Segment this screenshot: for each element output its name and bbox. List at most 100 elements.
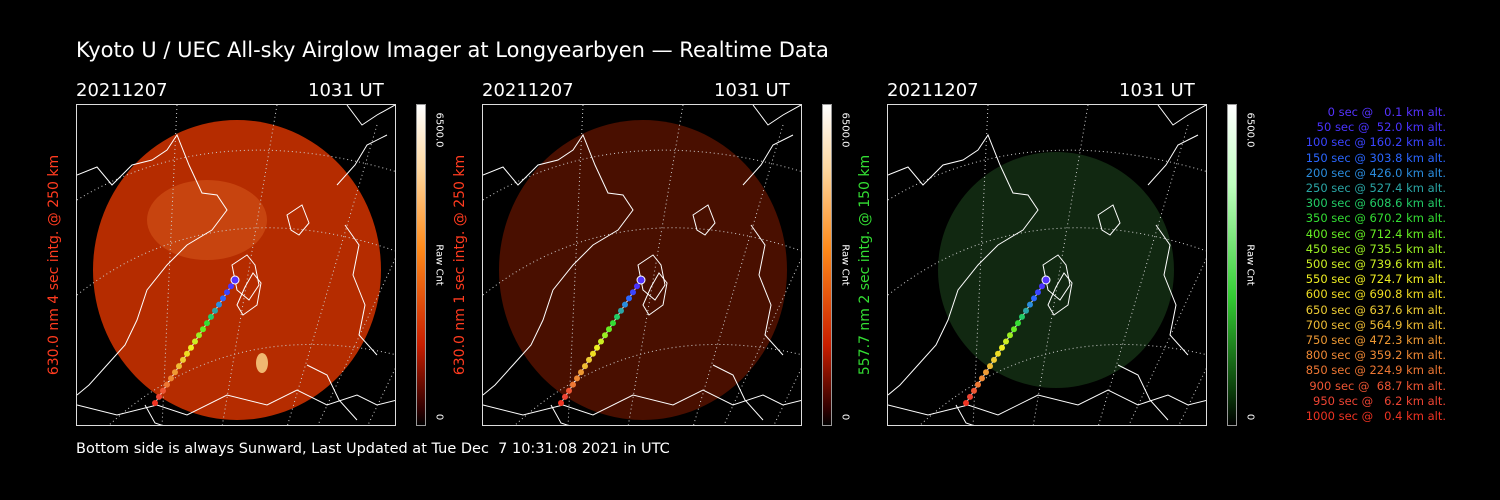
track-marker — [590, 350, 596, 357]
coastline — [286, 204, 310, 236]
color-scale-bar — [1227, 104, 1237, 426]
track-marker — [200, 326, 206, 333]
image-panel-3: 20211207 1031 UT 557.7 nm 2 sec intg. @ … — [857, 80, 1287, 430]
track-marker — [184, 350, 190, 357]
track-marker — [196, 332, 202, 339]
track-marker — [636, 275, 646, 285]
track-marker — [1011, 326, 1017, 333]
track-marker — [172, 369, 178, 376]
coastline — [1097, 204, 1121, 236]
track-marker — [164, 381, 170, 388]
footer-note: Bottom side is always Sunward, Last Upda… — [76, 441, 670, 457]
coastline — [1047, 272, 1073, 316]
track-marker — [1007, 332, 1013, 339]
track-marker — [562, 393, 568, 400]
track-marker — [168, 375, 174, 382]
track-marker — [602, 332, 608, 339]
panel-date: 20211207 — [76, 80, 168, 101]
track-marker — [204, 320, 210, 327]
coastline — [1117, 364, 1169, 421]
grid-line — [1032, 105, 1089, 425]
grid-line — [287, 124, 378, 425]
track-marker — [192, 338, 198, 345]
wavelength-label: 630.0 nm 1 sec intg. @ 250 km — [446, 104, 474, 426]
track-marker — [224, 289, 230, 296]
legend-row: 500 sec @ 739.6 km alt. — [1305, 257, 1446, 272]
coastline — [483, 133, 634, 396]
track-marker — [626, 295, 632, 302]
track-marker — [586, 356, 592, 363]
track-marker — [1041, 275, 1051, 285]
panel-time: 1031 UT — [714, 80, 790, 101]
grid-line — [627, 105, 684, 425]
coastline — [1042, 254, 1071, 301]
track-marker — [1031, 295, 1037, 302]
coastline — [306, 364, 358, 421]
wavelength-text: 630.0 nm 4 sec intg. @ 250 km — [46, 154, 62, 376]
panel-time: 1031 UT — [308, 80, 384, 101]
grid-line — [567, 105, 584, 425]
track-marker — [983, 369, 989, 376]
track-marker — [630, 289, 636, 296]
legend-row: 300 sec @ 608.6 km alt. — [1305, 196, 1446, 211]
grid-line — [161, 105, 178, 425]
coastline — [752, 105, 801, 126]
track-marker — [558, 400, 564, 406]
allsky-image — [482, 104, 802, 426]
coastline — [144, 404, 163, 425]
coastline — [483, 389, 801, 416]
airglow-patch — [147, 180, 267, 260]
track-marker — [1019, 313, 1025, 320]
track-marker — [152, 400, 158, 406]
coastline — [1147, 134, 1199, 186]
coastline — [750, 224, 784, 356]
legend-row: 0 sec @ 0.1 km alt. — [1327, 105, 1446, 119]
track-marker — [570, 381, 576, 388]
track-marker — [967, 393, 973, 400]
track-marker — [574, 375, 580, 382]
track-marker — [1015, 320, 1021, 327]
coastline — [1157, 105, 1206, 126]
scale-min-label: 0 — [1244, 413, 1256, 421]
scale-max-label: 6500.0 — [1244, 112, 1256, 148]
legend-row: 750 sec @ 472.3 km alt. — [1305, 333, 1446, 348]
track-marker — [216, 301, 222, 308]
track-marker — [566, 387, 572, 394]
legend-row: 850 sec @ 224.9 km alt. — [1305, 363, 1446, 378]
track-marker — [176, 363, 182, 370]
track-marker — [995, 350, 1001, 357]
track-marker — [594, 344, 600, 351]
track-marker — [212, 307, 218, 314]
grid-line — [77, 227, 395, 296]
wavelength-text: 557.7 nm 2 sec intg. @ 150 km — [857, 154, 873, 376]
sky-image-disc — [93, 120, 381, 420]
sky-image-disc — [499, 120, 787, 420]
track-marker — [991, 356, 997, 363]
legend-row: 650 sec @ 637.6 km alt. — [1305, 302, 1446, 317]
track-marker — [1003, 338, 1009, 345]
grid-line — [693, 124, 784, 425]
track-marker — [1035, 289, 1041, 296]
color-scale-bar — [416, 104, 426, 426]
coastline — [344, 224, 378, 356]
grid-line — [367, 367, 395, 425]
legend-row: 800 sec @ 359.2 km alt. — [1305, 348, 1446, 363]
track-marker — [230, 275, 240, 285]
track-marker — [208, 313, 214, 320]
track-marker — [180, 356, 186, 363]
track-marker — [622, 301, 628, 308]
track-marker — [1023, 307, 1029, 314]
track-marker — [156, 393, 162, 400]
allsky-image — [76, 104, 396, 426]
legend-row: 600 sec @ 690.8 km alt. — [1305, 287, 1446, 302]
panel-date: 20211207 — [887, 80, 979, 101]
coastline — [231, 254, 260, 301]
legend-row: 150 sec @ 303.8 km alt. — [1305, 150, 1446, 165]
coastline — [642, 272, 668, 316]
wavelength-text: 630.0 nm 1 sec intg. @ 250 km — [452, 154, 468, 376]
legend-row: 700 sec @ 564.9 km alt. — [1305, 317, 1446, 332]
legend-row: 950 sec @ 6.2 km alt. — [1313, 393, 1446, 408]
coastline — [236, 272, 262, 316]
legend-row: 250 sec @ 527.4 km alt. — [1305, 181, 1446, 196]
legend-row: 100 sec @ 160.2 km alt. — [1305, 135, 1446, 150]
